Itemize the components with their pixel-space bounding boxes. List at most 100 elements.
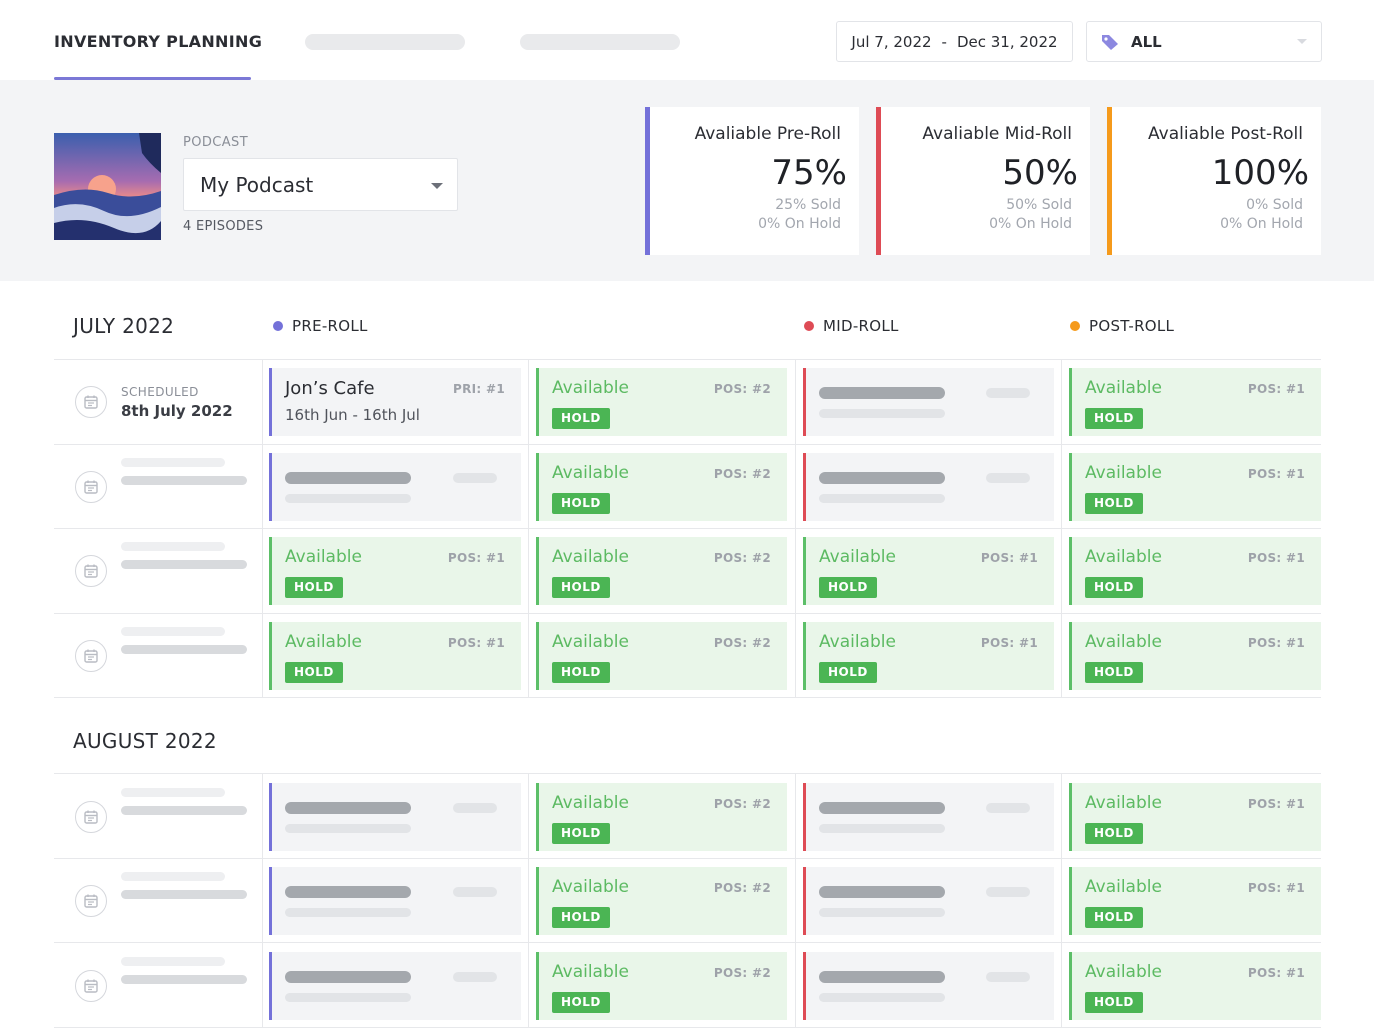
hold-button[interactable]: HOLD	[1085, 408, 1143, 429]
calendar-icon[interactable]	[75, 386, 107, 418]
caret-down-icon	[431, 183, 443, 189]
hold-button[interactable]: HOLD	[819, 662, 877, 683]
month-heading-july: JULY 2022	[73, 314, 175, 338]
hold-button[interactable]: HOLD	[552, 408, 610, 429]
available-label: Available	[1085, 632, 1162, 652]
row-divider	[54, 858, 1321, 859]
hold-button[interactable]: HOLD	[552, 823, 610, 844]
date-placeholder	[121, 458, 225, 467]
hold-button[interactable]: HOLD	[552, 662, 610, 683]
date-end: Dec 31, 2022	[956, 32, 1058, 51]
available-slot[interactable]: Available POS: #1 HOLD	[1069, 453, 1321, 521]
column-divider	[528, 773, 529, 1028]
slot-placeholder	[986, 887, 1030, 897]
available-slot[interactable]: Available POS: #1 HOLD	[1069, 368, 1321, 436]
available-label: Available	[1085, 793, 1162, 813]
calendar-icon[interactable]	[75, 970, 107, 1002]
available-slot[interactable]: Available POS: #1 HOLD	[1069, 867, 1321, 935]
available-slot[interactable]: Available POS: #1 HOLD	[1069, 622, 1321, 690]
available-slot[interactable]: Available POS: #1 HOLD	[1069, 537, 1321, 605]
loading-slot[interactable]	[269, 952, 521, 1020]
hold-button[interactable]: HOLD	[285, 662, 343, 683]
available-slot[interactable]: Available POS: #2 HOLD	[536, 537, 787, 605]
loading-slot[interactable]	[803, 952, 1054, 1020]
position-label: POS: #2	[713, 382, 771, 396]
slot-placeholder	[285, 802, 411, 814]
date-start: Jul 7, 2022	[851, 32, 932, 51]
slot-placeholder	[285, 993, 411, 1002]
available-slot[interactable]: Available POS: #2 HOLD	[536, 952, 787, 1020]
available-slot[interactable]: Available POS: #1 HOLD	[1069, 783, 1321, 851]
available-slot[interactable]: Available POS: #1 HOLD	[269, 537, 521, 605]
tab-placeholder-1[interactable]	[305, 34, 465, 50]
loading-slot[interactable]	[269, 783, 521, 851]
legend-label: MID-ROLL	[823, 317, 899, 335]
hold-button[interactable]: HOLD	[1085, 823, 1143, 844]
legend-mid-roll: MID-ROLL	[804, 317, 899, 335]
position-label: POS: #2	[713, 636, 771, 650]
stat-card-mid-roll: Avaliable Mid-Roll 50% 50% Sold 0% On Ho…	[876, 107, 1090, 255]
loading-slot[interactable]	[803, 783, 1054, 851]
filter-value: ALL	[1131, 32, 1162, 51]
stat-title: Avaliable Mid-Roll	[922, 124, 1072, 144]
top-bar: INVENTORY PLANNING Jul 7, 2022 - Dec 31,…	[0, 0, 1374, 80]
hold-button[interactable]: HOLD	[285, 577, 343, 598]
loading-slot[interactable]	[269, 867, 521, 935]
month-heading-august: AUGUST 2022	[73, 729, 217, 753]
row-divider	[54, 444, 1321, 445]
hold-button[interactable]: HOLD	[552, 992, 610, 1013]
calendar-icon[interactable]	[75, 640, 107, 672]
available-label: Available	[552, 962, 629, 982]
available-label: Available	[552, 378, 629, 398]
stat-sold: 50% Sold	[1006, 197, 1072, 213]
hold-button[interactable]: HOLD	[1085, 662, 1143, 683]
slot-placeholder	[819, 908, 945, 917]
slot-placeholder	[285, 886, 411, 898]
post-roll-dot-icon	[1070, 321, 1080, 331]
podcast-select[interactable]: My Podcast	[183, 158, 458, 211]
hold-button[interactable]: HOLD	[552, 577, 610, 598]
tag-filter-select[interactable]: ALL	[1086, 21, 1322, 62]
position-label: POS: #1	[980, 636, 1038, 650]
slot-placeholder	[819, 472, 945, 484]
calendar-icon[interactable]	[75, 471, 107, 503]
available-slot[interactable]: Available POS: #2 HOLD	[536, 783, 787, 851]
date-placeholder	[121, 476, 247, 485]
available-slot[interactable]: Available POS: #2 HOLD	[536, 453, 787, 521]
date-placeholder	[121, 975, 247, 984]
loading-slot[interactable]	[269, 453, 521, 521]
legend-post-roll: POST-ROLL	[1070, 317, 1174, 335]
hold-button[interactable]: HOLD	[819, 577, 877, 598]
hold-button[interactable]: HOLD	[1085, 907, 1143, 928]
booked-slot[interactable]: Jon’s Cafe PRI: #1 16th Jun - 16th Jul	[269, 368, 521, 436]
episode-count: 4 EPISODES	[183, 219, 264, 234]
available-slot[interactable]: Available POS: #1 HOLD	[803, 622, 1054, 690]
slot-placeholder	[285, 908, 411, 917]
date-range-picker[interactable]: Jul 7, 2022 - Dec 31, 2022	[836, 21, 1073, 62]
tab-placeholder-2[interactable]	[520, 34, 680, 50]
hold-button[interactable]: HOLD	[1085, 992, 1143, 1013]
calendar-icon[interactable]	[75, 555, 107, 587]
hold-button[interactable]: HOLD	[552, 907, 610, 928]
loading-slot[interactable]	[803, 867, 1054, 935]
loading-slot[interactable]	[803, 453, 1054, 521]
available-slot[interactable]: Available POS: #2 HOLD	[536, 368, 787, 436]
podcast-cover-image	[54, 133, 161, 240]
calendar-icon[interactable]	[75, 885, 107, 917]
stat-sold: 0% Sold	[1246, 197, 1303, 213]
available-slot[interactable]: Available POS: #2 HOLD	[536, 867, 787, 935]
tab-inventory-planning[interactable]: INVENTORY PLANNING	[54, 32, 263, 51]
row-divider	[54, 613, 1321, 614]
available-slot[interactable]: Available POS: #1 HOLD	[1069, 952, 1321, 1020]
slot-placeholder	[819, 802, 945, 814]
hold-button[interactable]: HOLD	[1085, 577, 1143, 598]
available-label: Available	[1085, 547, 1162, 567]
available-slot[interactable]: Available POS: #2 HOLD	[536, 622, 787, 690]
loading-slot[interactable]	[803, 368, 1054, 436]
available-slot[interactable]: Available POS: #1 HOLD	[269, 622, 521, 690]
hold-button[interactable]: HOLD	[1085, 493, 1143, 514]
hold-button[interactable]: HOLD	[552, 493, 610, 514]
position-label: POS: #1	[980, 551, 1038, 565]
calendar-icon[interactable]	[75, 801, 107, 833]
available-slot[interactable]: Available POS: #1 HOLD	[803, 537, 1054, 605]
